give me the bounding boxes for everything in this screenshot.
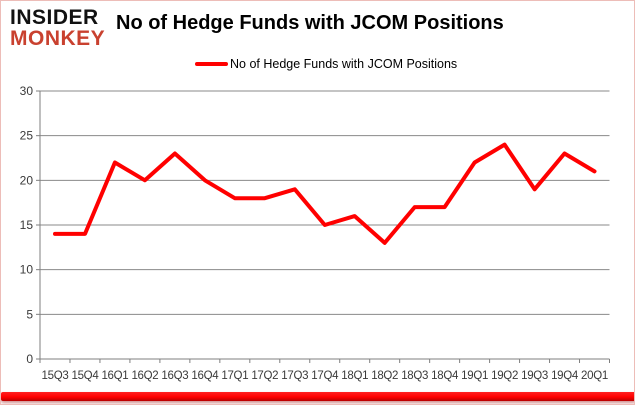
x-axis-tick-label: 19Q4 (551, 370, 579, 382)
y-axis-tick-label: 0 (26, 352, 33, 366)
x-axis-tick-label: 15Q3 (42, 370, 69, 382)
x-axis-tick-label: 19Q2 (491, 370, 518, 382)
logo-line-insider: INSIDER (10, 6, 99, 29)
x-axis-tick-label: 17Q2 (251, 370, 278, 382)
y-axis-tick-label: 15 (20, 218, 34, 232)
y-axis-tick-label: 20 (20, 173, 34, 187)
chart-canvas: 0 5 10 15 20 25 30 15Q3 15Q4 16Q1 16Q2 16Q3 16Q4 17Q1… (20, 84, 610, 382)
x-axis-tick-label: 18Q1 (341, 370, 368, 382)
y-axis-tick-label: 5 (26, 307, 33, 321)
x-axis-tick-label: 17Q1 (221, 370, 248, 382)
line-chart: 0 5 10 15 20 25 30 15Q3 15Q4 16Q1 16Q2 16Q3 16Q4 17Q1… (1, 76, 634, 392)
y-axis-tick-label: 10 (20, 263, 34, 277)
x-axis-tick-label: 19Q3 (521, 370, 548, 382)
x-axis-tick-label: 16Q2 (131, 370, 158, 382)
y-axis-tick-label: 30 (20, 84, 34, 98)
x-axis-tick-label: 16Q4 (191, 370, 219, 382)
x-axis-tick-label: 17Q4 (311, 370, 339, 382)
legend-label: No of Hedge Funds with JCOM Positions (230, 57, 458, 71)
x-axis-tick-label: 16Q3 (161, 370, 188, 382)
legend-line-marker (195, 62, 228, 66)
x-axis-tick-label: 19Q1 (461, 370, 488, 382)
y-axis-tick-label: 25 (20, 129, 34, 143)
x-axis-tick-label: 17Q3 (281, 370, 308, 382)
logo-line-monkey: MONKEY (10, 27, 106, 50)
insider-monkey-logo: INSIDER MONKEY (10, 7, 105, 49)
chart-legend: No of Hedge Funds with JCOM Positions (195, 57, 457, 71)
x-axis-tick-label: 18Q2 (371, 370, 398, 382)
x-axis-tick-label: 18Q3 (401, 370, 428, 382)
x-axis-tick-label: 16Q1 (101, 370, 128, 382)
bottom-accent-bar (1, 392, 634, 401)
series-line-hedge-funds (53, 142, 597, 245)
x-axis-tick-label: 15Q4 (71, 370, 99, 382)
x-axis-tick-label: 20Q1 (581, 370, 608, 382)
x-axis-tick-label: 18Q4 (431, 370, 459, 382)
page-title: No of Hedge Funds with JCOM Positions (116, 12, 504, 34)
